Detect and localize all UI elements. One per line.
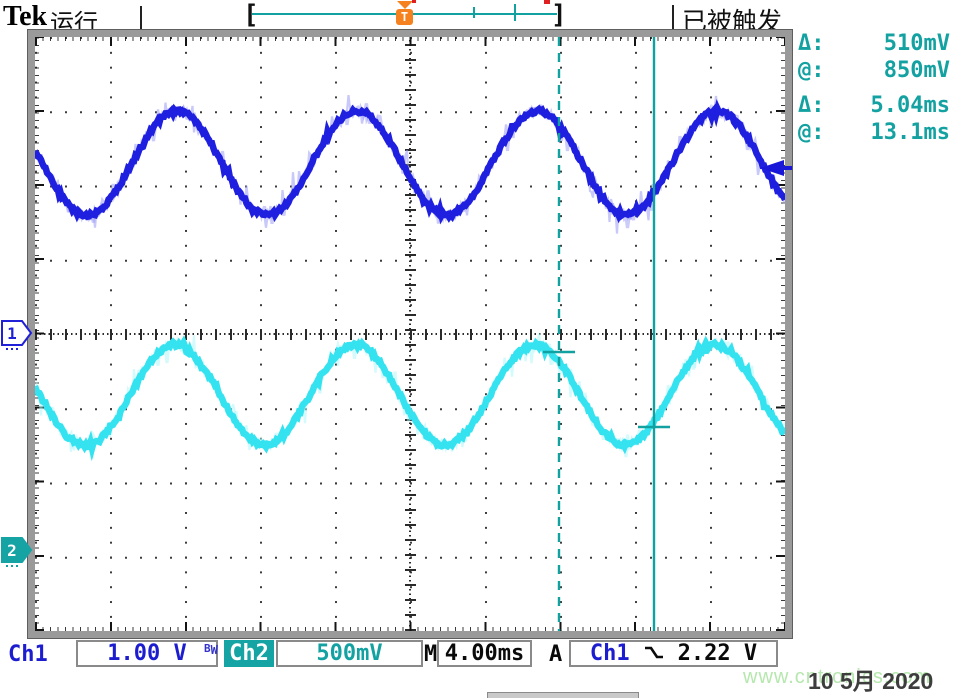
at-voltage-value: 850mV <box>883 58 950 83</box>
acquisition-cursor-tick-2 <box>514 4 516 21</box>
watermark: www.cntronics.com <box>743 666 932 688</box>
tek-logo: Tek <box>3 1 48 32</box>
acquisition-bracket-left: [ <box>243 0 259 30</box>
edge-ruler-left <box>35 37 44 631</box>
edge-ruler-bottom <box>35 622 785 631</box>
ch2-scale-box: 500mV <box>276 640 423 667</box>
header-separator <box>140 6 142 30</box>
display-frame <box>27 29 793 639</box>
delta-icon: Δ: <box>798 93 825 118</box>
cursor-delta-time: Δ: 5.04ms <box>798 93 950 119</box>
timebase-box: 4.00ms <box>437 640 532 667</box>
cropped-bottom-box <box>487 692 639 698</box>
acquisition-bracket-right: ] <box>551 0 567 30</box>
ch1-marker-tail <box>6 348 20 350</box>
center-vertical-line <box>409 37 411 631</box>
ch1-label: Ch1 <box>8 642 48 667</box>
delta-time-value: 5.04ms <box>870 93 950 118</box>
delta-voltage-value: 510mV <box>883 31 950 56</box>
ch1-ground-marker: 1 <box>1 319 33 347</box>
ch2-marker-number: 2 <box>7 541 17 560</box>
bandwidth-limit-icon: BW <box>204 642 218 657</box>
edge-ruler-right <box>776 37 785 631</box>
ch2-ground-marker: 2 <box>1 536 33 564</box>
graticule <box>35 37 785 631</box>
cursor-delta-voltage: Δ: 510mV <box>798 31 950 57</box>
trigger-t-icon: T <box>396 9 413 25</box>
acquisition-cursor-tick-1 <box>473 7 475 18</box>
edge-ruler-top <box>35 37 785 46</box>
ch2-marker-tail <box>6 565 20 567</box>
trigger-info-box: Ch1 2.22 V <box>569 640 778 667</box>
trigger-level-value: 2.22 V <box>677 641 758 666</box>
date-stamp: 10 5月 2020 <box>808 668 934 694</box>
trigger-level-arrow <box>758 158 792 178</box>
cursor-at-voltage: @: 850mV <box>798 58 950 84</box>
at-icon: @: <box>798 58 825 83</box>
header-separator <box>672 5 674 30</box>
cropped-red-mark <box>544 0 550 4</box>
ch1-marker-number: 1 <box>7 324 17 343</box>
cropped-red-mark <box>412 0 416 3</box>
trigger-position-marker-bar: T <box>396 1 413 25</box>
trigger-mode-label: A <box>549 642 563 667</box>
ch2-badge: Ch2 <box>224 640 274 667</box>
trigger-arrow-icon <box>396 1 413 9</box>
at-icon: @: <box>798 120 825 145</box>
ch1-scale-box: 1.00 V <box>76 640 218 667</box>
cursor-at-time: @: 13.1ms <box>798 120 950 146</box>
at-time-value: 13.1ms <box>870 120 950 145</box>
timebase-label: M <box>424 642 438 667</box>
waveform-canvas <box>35 37 785 631</box>
trigger-source-label: Ch1 <box>589 641 630 666</box>
falling-edge-icon <box>644 642 664 665</box>
delta-icon: Δ: <box>798 31 825 56</box>
